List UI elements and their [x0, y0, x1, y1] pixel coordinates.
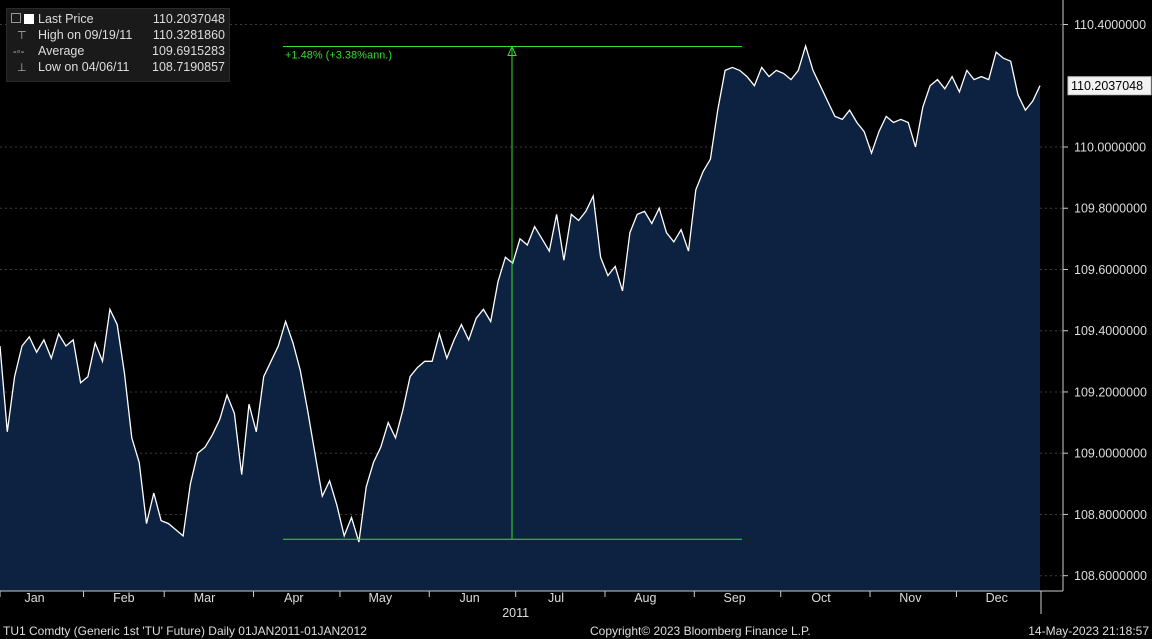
y-tick-label: 108.6000000: [1074, 569, 1147, 583]
x-month-label: Sep: [724, 591, 746, 605]
y-axis: 110.4000000 110.0000000 109.8000000 109.600…: [1063, 18, 1147, 583]
price-line: [0, 43, 1041, 543]
legend-label: Low on 04/06/11: [38, 60, 130, 74]
range-annotation: +1.48% (+3.38%ann.): [283, 45, 742, 540]
last-price-tag: 110.2037048: [1067, 76, 1152, 96]
y-tick-label: 108.8000000: [1074, 508, 1147, 522]
x-month-label: Dec: [986, 591, 1008, 605]
legend-value: 108.7190857: [152, 60, 225, 74]
x-month-label: Nov: [899, 591, 922, 605]
x-month-label: Mar: [194, 591, 216, 605]
legend-row-low: ⊥ Low on 04/06/11 108.7190857: [7, 60, 225, 76]
legend-row-last-price: Last Price 110.2037048: [7, 12, 225, 28]
legend-row-average: -◦- Average 109.6915283: [7, 44, 225, 60]
x-month-label: Aug: [634, 591, 656, 605]
x-year-label: 2011: [502, 606, 529, 620]
legend-value: 110.2037048: [152, 12, 225, 26]
x-month-label: May: [368, 591, 392, 605]
high-marker-icon: ⊤: [17, 30, 27, 42]
x-month-label: Oct: [811, 591, 831, 605]
y-tick-label: 109.2000000: [1074, 385, 1147, 399]
copyright-text: Copyright© 2023 Bloomberg Finance L.P.: [590, 624, 811, 638]
x-month-label: Jan: [24, 591, 44, 605]
x-month-label: Feb: [113, 591, 135, 605]
legend-value: 109.6915283: [152, 44, 225, 58]
y-tick-label: 109.0000000: [1074, 447, 1147, 461]
annotation-arrow-icon: [507, 45, 517, 56]
x-month-label: Apr: [284, 591, 303, 605]
last-price-value: 110.2037048: [1071, 79, 1143, 93]
legend-row-high: ⊤ High on 09/19/11 110.3281860: [7, 28, 225, 44]
y-tick-label: 110.4000000: [1074, 18, 1146, 32]
last-price-icon: [11, 13, 37, 27]
price-area: [0, 45, 1040, 591]
x-month-label: Jun: [460, 591, 480, 605]
y-tick-label: 110.0000000: [1074, 140, 1146, 154]
legend-value: 110.3281860: [152, 28, 225, 42]
y-tick-label: 109.6000000: [1074, 263, 1147, 277]
annotation-label: +1.48% (+3.38%ann.): [285, 49, 392, 61]
y-tick-label: 109.4000000: [1074, 324, 1147, 338]
average-marker-icon: -◦-: [13, 46, 25, 58]
legend-label: Last Price: [38, 12, 94, 26]
legend-box: Last Price 110.2037048 ⊤ High on 09/19/1…: [6, 8, 230, 82]
last-price-box: [1067, 76, 1152, 96]
security-description: TU1 Comdty (Generic 1st 'TU' Future) Dai…: [3, 624, 367, 638]
legend-label: High on 09/19/11: [38, 28, 133, 42]
legend-label: Average: [38, 44, 85, 58]
y-tick-label: 109.8000000: [1074, 202, 1147, 216]
low-marker-icon: ⊥: [17, 62, 27, 74]
x-month-label: Jul: [548, 591, 564, 605]
x-axis: Jan Feb Mar Apr May Jun Jul Aug Sep Oct Nov Dec 2011: [0, 591, 1042, 620]
timestamp-text: 14-May-2023 21:18:57: [1028, 624, 1149, 638]
footer-bar: TU1 Comdty (Generic 1st 'TU' Future) Dai…: [0, 621, 1152, 639]
